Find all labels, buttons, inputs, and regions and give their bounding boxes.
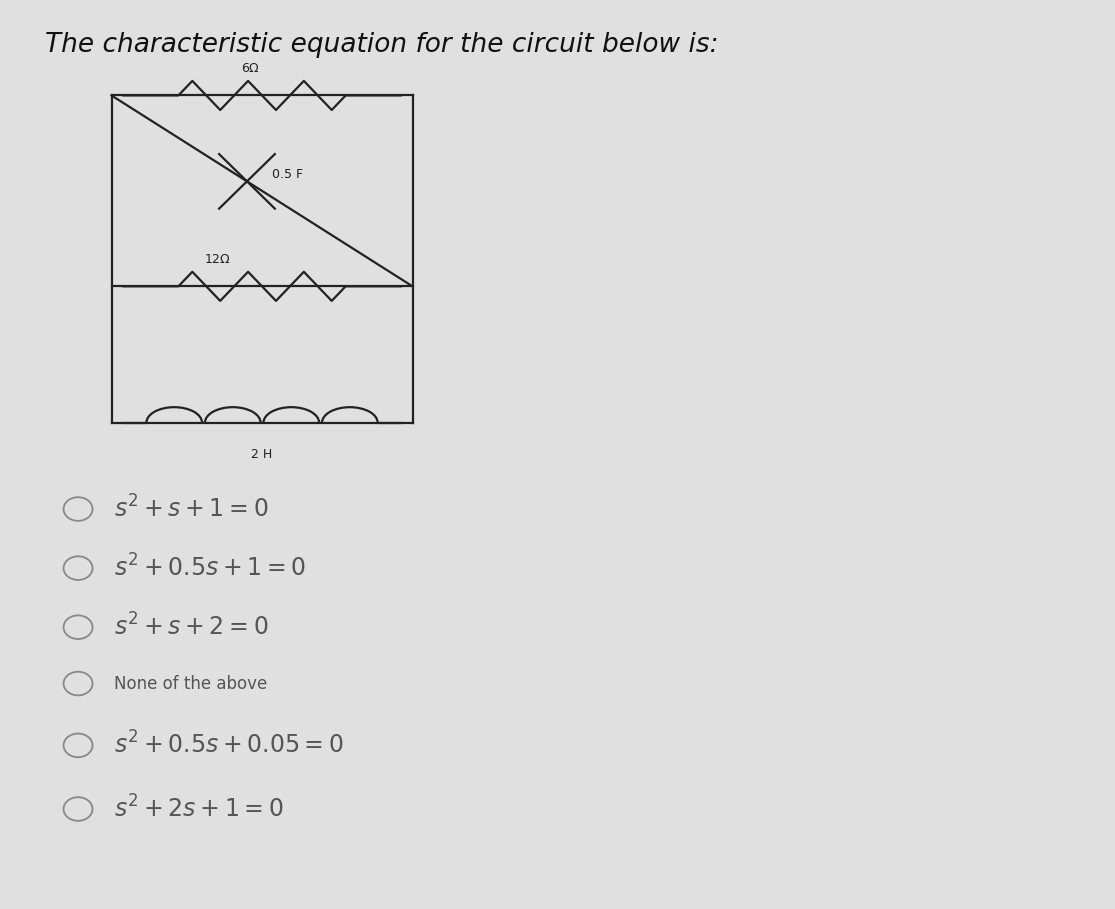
Text: 6$\Omega$: 6$\Omega$ [241,63,261,75]
Text: 12$\Omega$: 12$\Omega$ [204,254,231,266]
Text: $s^2 + s + 1 = 0$: $s^2 + s + 1 = 0$ [114,495,268,523]
Text: $s^2 + 0.5s + 0.05 = 0$: $s^2 + 0.5s + 0.05 = 0$ [114,732,343,759]
Text: $s^2 + 2s + 1 = 0$: $s^2 + 2s + 1 = 0$ [114,795,283,823]
Text: None of the above: None of the above [114,674,266,693]
Text: 0.5 F: 0.5 F [272,167,302,181]
Text: 2 H: 2 H [251,448,273,461]
Text: The characteristic equation for the circuit below is:: The characteristic equation for the circ… [45,32,718,58]
Text: $s^2 + s + 2 = 0$: $s^2 + s + 2 = 0$ [114,614,268,641]
Text: $s^2 + 0.5s + 1 = 0$: $s^2 + 0.5s + 1 = 0$ [114,554,306,582]
